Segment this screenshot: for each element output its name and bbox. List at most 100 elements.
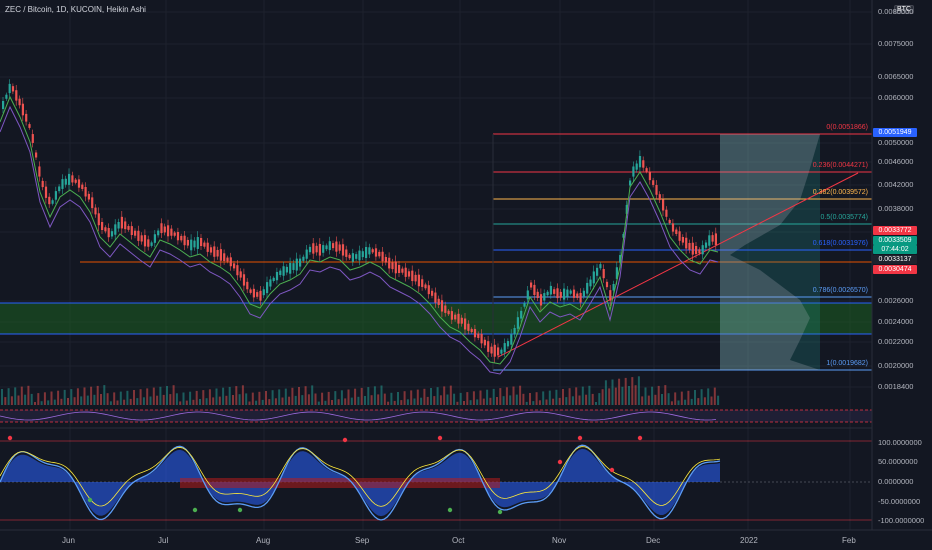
volume-bar [225,395,228,405]
candle-body [421,279,424,287]
volume-bar [337,399,340,405]
candle-body [414,274,417,282]
currency-button[interactable]: BTC [894,5,914,14]
candle-body [308,246,312,253]
candle-body [615,267,618,279]
volume-bar [149,396,152,405]
candle-body [299,258,302,267]
volume-bar [532,401,535,405]
candle-body [374,248,378,257]
candle-body [256,292,259,297]
price-axis-label: 0.0050000 [878,138,914,147]
candle-body [295,258,298,271]
volume-bar [644,387,647,405]
volume-bar [17,395,20,405]
time-axis-label: Nov [552,536,567,545]
candle-body [160,223,163,234]
fib-level-label: 0.382(0.0039572) [812,189,868,196]
volume-bar [268,399,271,405]
volume-bar [96,385,99,405]
time-axis-label: 2022 [740,536,758,545]
candle-body [483,339,486,346]
volume-bar [34,402,36,405]
volume-bar [354,388,357,405]
candle-body [358,250,361,261]
volume-bar [529,393,531,405]
volume-bar [152,387,155,405]
candle-body [150,242,153,246]
volume-bar [430,388,432,405]
volume-bar [449,385,452,405]
volume-bar [522,393,525,405]
candle-body [460,317,463,324]
volume-bar [515,394,518,405]
volume-bar [535,392,538,405]
volume-bar [126,390,129,405]
time-axis-label: Aug [256,536,271,545]
volume-bar [331,400,333,405]
candle-body [170,228,173,236]
candle-body [536,291,539,298]
volume-bar [377,394,380,405]
candle-body [437,298,440,305]
candle-body [117,222,120,229]
rsi-line [0,411,717,421]
candle-body [104,227,107,232]
volume-bar [241,385,244,405]
candle-body [500,349,503,354]
volume-bar [552,398,555,405]
candle-body [526,290,529,300]
moving-average-green [0,95,719,365]
volume-profile [720,134,820,370]
volume-bar [463,401,465,405]
candle-body [398,265,401,273]
candle-body [262,289,265,296]
volume-bar [57,390,60,405]
volume-bar [413,398,416,405]
volume-bar [647,395,650,405]
volume-bar [40,401,43,405]
volume-bar [228,386,231,405]
volume-bar [172,385,175,405]
candle-body [312,243,315,254]
candle-body [153,234,156,243]
candle-body [91,197,94,209]
volume-bar [314,393,317,405]
candle-body [84,187,87,197]
candle-body [388,257,391,269]
volume-bar [687,390,690,405]
volume-bar [324,400,327,405]
volume-bar [697,398,700,405]
candle-body [394,261,397,274]
candle-body [464,318,467,330]
volume-bar [215,388,218,405]
volume-bar [179,401,182,405]
volume-bar [60,398,63,405]
candle-body [322,245,325,253]
volume-bar [169,394,172,405]
candle-body [417,274,420,287]
volume-bar [380,385,383,405]
candle-body [315,245,318,253]
volume-bar [628,386,630,405]
volume-bar [304,386,307,405]
candle-body [701,245,704,255]
candle-body [384,257,387,263]
candle-body [348,254,351,259]
oscillator-red-band [180,478,500,488]
candle-body [401,268,404,273]
candle-body [239,271,242,278]
volume-bar [466,392,469,405]
candle-body [497,347,500,356]
volume-bar [370,395,373,405]
candle-body [25,113,28,122]
volume-bar [624,377,627,405]
candle-body [81,184,84,189]
candle-body [180,235,183,241]
volume-bar [10,396,13,405]
volume-bar [505,387,508,405]
volume-bar [393,400,396,405]
symbol-legend[interactable]: ZEC / Bitcoin, 1D, KUCOIN, Heikin Ashi [5,5,146,14]
candle-body [120,216,123,229]
